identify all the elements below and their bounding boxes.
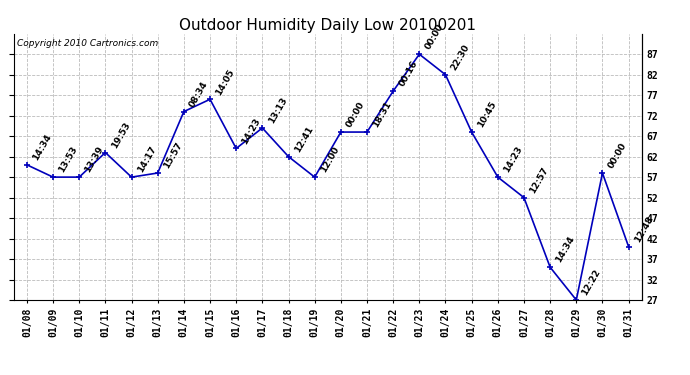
Text: 13:39: 13:39	[83, 145, 106, 174]
Text: 14:17: 14:17	[136, 145, 158, 174]
Text: 14:23: 14:23	[502, 145, 524, 174]
Text: 12:22: 12:22	[580, 268, 602, 297]
Text: 12:00: 12:00	[319, 145, 341, 174]
Text: 10:45: 10:45	[476, 100, 498, 129]
Text: 12:48: 12:48	[633, 214, 655, 244]
Title: Outdoor Humidity Daily Low 20100201: Outdoor Humidity Daily Low 20100201	[179, 18, 476, 33]
Text: 00:00: 00:00	[424, 22, 445, 51]
Text: 15:57: 15:57	[162, 141, 184, 170]
Text: 08:34: 08:34	[188, 80, 210, 109]
Text: 00:00: 00:00	[607, 141, 629, 170]
Text: 22:30: 22:30	[450, 43, 472, 72]
Text: 00:00: 00:00	[345, 100, 367, 129]
Text: 13:53: 13:53	[57, 145, 79, 174]
Text: 18:31: 18:31	[371, 100, 393, 129]
Text: 00:16: 00:16	[397, 59, 420, 88]
Text: 14:34: 14:34	[554, 235, 577, 264]
Text: 14:34: 14:34	[31, 132, 53, 162]
Text: 19:53: 19:53	[110, 120, 132, 150]
Text: 12:57: 12:57	[528, 165, 551, 195]
Text: 14:23: 14:23	[240, 116, 262, 146]
Text: 13:13: 13:13	[266, 96, 288, 125]
Text: Copyright 2010 Cartronics.com: Copyright 2010 Cartronics.com	[17, 39, 158, 48]
Text: 12:41: 12:41	[293, 124, 315, 154]
Text: 14:05: 14:05	[214, 67, 236, 96]
